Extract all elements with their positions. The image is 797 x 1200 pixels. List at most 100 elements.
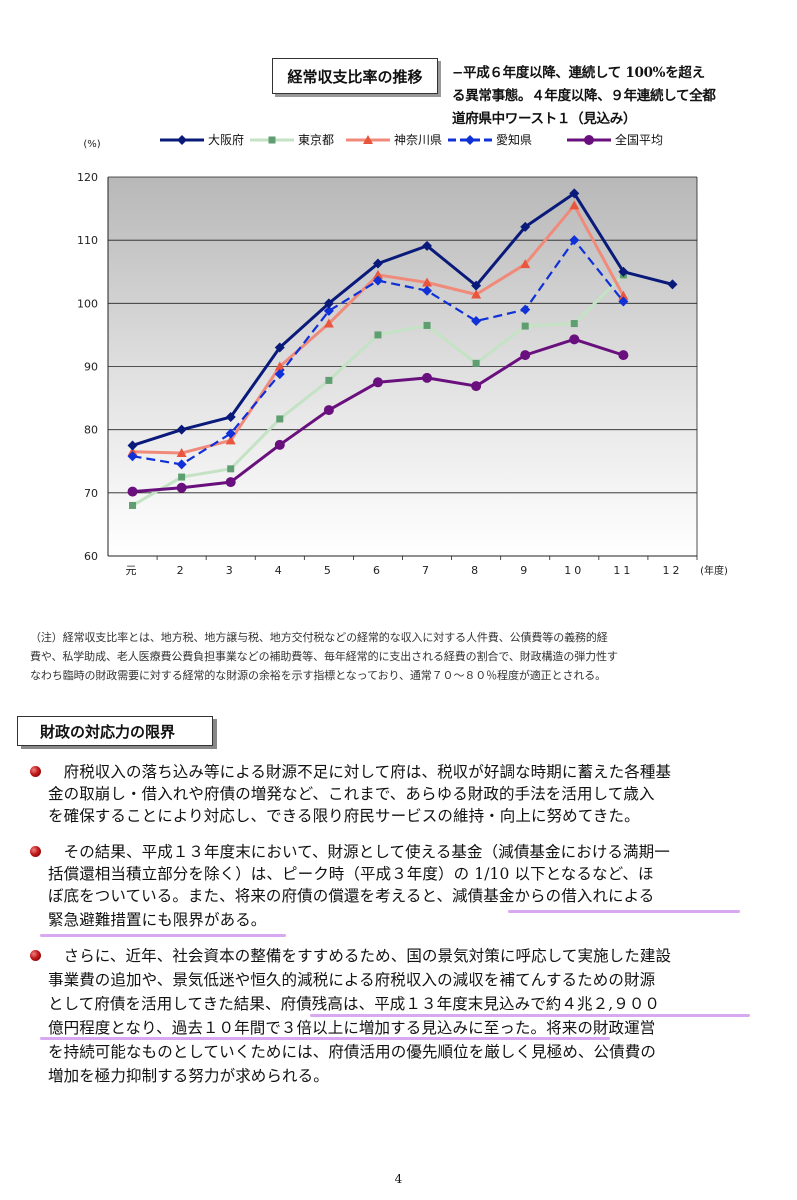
series-line-0 (132, 191, 673, 447)
data-point (618, 350, 629, 361)
data-point (372, 269, 383, 279)
data-point (274, 342, 285, 353)
y-axis-label: (%) (83, 139, 100, 150)
x-tick-label: 6 (373, 564, 383, 577)
data-point (569, 200, 580, 210)
y-tick-label: 70 (84, 487, 98, 500)
data-point (422, 285, 433, 296)
paragraph-2: その結果、平成１３年度末において、財源として使える基金（減債基金における満期一 … (30, 840, 770, 940)
y-tick-label: 80 (84, 424, 98, 437)
data-point (422, 277, 433, 287)
data-point (129, 501, 137, 509)
legend-marker (465, 135, 475, 145)
y-tick-label: 120 (77, 171, 98, 184)
data-point (570, 320, 578, 328)
data-point (127, 486, 138, 497)
paragraph-line: 緊急避難措置にも限界がある。 (48, 911, 267, 929)
data-point (422, 372, 433, 383)
data-point (423, 321, 431, 329)
section-heading: 財政の対応力の限界 (17, 716, 213, 746)
x-tick-label: 12 (662, 564, 682, 577)
data-point (372, 275, 383, 286)
x-axis-label: (年度) (700, 564, 728, 577)
y-tick-label: 100 (77, 297, 98, 310)
data-point (274, 369, 285, 380)
note-line: なわち臨時の財政需要に対する経常的な財源の余裕を示す指標となっており、通常７０～… (30, 669, 607, 682)
data-point (569, 188, 580, 199)
y-tick-label: 60 (84, 550, 98, 563)
data-point (127, 440, 138, 451)
y-tick-label: 110 (77, 234, 98, 247)
x-tick-label: 3 (226, 564, 236, 577)
y-tick-label: 90 (84, 361, 98, 374)
chart-subtitle-line: −平成６年度以降、連続して 100%を超え (452, 65, 705, 81)
x-tick-label: 11 (613, 564, 633, 577)
data-point (520, 350, 531, 361)
legend-label: 愛知県 (496, 133, 532, 147)
data-point (374, 331, 382, 339)
paragraph-line: 括償還相当積立部分を除く）は、ピーク時（平成３年度）の 1/10 以下となるなど… (48, 865, 654, 883)
paragraph-line: 金の取崩し・借入れや府債の増発など、これまで、あらゆる財政的手法を活用して歳入 (48, 785, 655, 803)
chart-title: 経常収支比率の推移 (272, 58, 438, 94)
chart-subtitle-line: る異常事態。４年度以降、９年連続して全都 (452, 88, 716, 104)
paragraph-3: さらに、近年、社会資本の整備をすすめるため、国の景気対策に呼応して実施した建設 … (30, 944, 770, 1094)
paragraph-line: 府税収入の落ち込み等による財源不足に対して府は、税収が好調な時期に蓄えた各種基 (48, 763, 672, 781)
x-tick-label: 5 (324, 564, 334, 577)
note-line: （注）経常収支比率とは、地方税、地方譲与税、地方交付税などの経常的な収入に対する… (30, 631, 608, 644)
data-point (225, 412, 236, 423)
page-number: 4 (394, 1172, 403, 1186)
data-point (178, 473, 186, 481)
x-tick-label: 2 (177, 564, 187, 577)
data-point (323, 318, 334, 328)
data-point (471, 316, 482, 327)
data-point (521, 322, 529, 330)
highlight-underline (40, 1037, 610, 1040)
data-point (225, 477, 236, 488)
chart-subtitle-line: 道府県中ワースト１（見込み） (452, 111, 637, 127)
data-point (422, 240, 433, 251)
data-point (176, 459, 187, 470)
highlight-underline (310, 1014, 750, 1017)
paragraph-line: 事業費の追加や、景気低迷や恒久的減税による府税収入の減収を補てんするための財源 (48, 971, 656, 989)
legend-label: 全国平均 (615, 132, 663, 147)
data-point (372, 377, 383, 388)
highlight-underline (40, 934, 286, 937)
x-tick-label: 元 (126, 564, 140, 577)
bullet-icon (30, 766, 41, 777)
data-point (325, 376, 333, 384)
data-point (520, 221, 531, 232)
paragraph-line: として府債を活用してきた結果、府債残高は、平成１３年度末見込みで約４兆２,９００ (48, 995, 661, 1013)
highlight-underline (508, 910, 740, 913)
data-point (274, 439, 285, 450)
data-point (618, 290, 629, 300)
data-point (372, 258, 383, 269)
legend-marker (268, 136, 276, 144)
legend-label: 東京都 (298, 133, 334, 147)
data-point (618, 296, 629, 307)
legend-marker (363, 135, 373, 144)
paragraph-line: さらに、近年、社会資本の整備をすすめるため、国の景気対策に呼応して実施した建設 (48, 947, 672, 965)
data-point (176, 448, 187, 458)
data-point (323, 298, 334, 309)
legend-label: 大阪府 (208, 132, 244, 147)
paragraph-line: その結果、平成１３年度末において、財源として使える基金（減債基金における満期一 (48, 843, 670, 861)
data-point (471, 280, 482, 291)
x-tick-label: 8 (471, 564, 481, 577)
data-point (127, 451, 138, 462)
data-point (471, 381, 482, 392)
data-point (569, 235, 580, 246)
x-tick-label: 9 (520, 564, 530, 577)
note-line: 費や、私学助成、老人医療費公費負担事業などの補助費等、毎年経常的に支出される経費… (30, 650, 618, 663)
data-point (225, 435, 236, 445)
data-point (276, 415, 284, 423)
data-point (667, 279, 678, 290)
legend-label: 神奈川県 (394, 133, 442, 147)
data-point (225, 428, 236, 439)
chart-subtitle: −平成６年度以降、連続して 100%を超え る異常事態。４年度以降、９年連続して… (452, 62, 716, 131)
legend-marker (584, 135, 594, 145)
data-point (176, 424, 187, 435)
paragraph-line: 増加を極力抑制する努力が求められる。 (48, 1067, 329, 1085)
data-point (323, 305, 334, 316)
x-tick-label: 4 (275, 564, 285, 577)
